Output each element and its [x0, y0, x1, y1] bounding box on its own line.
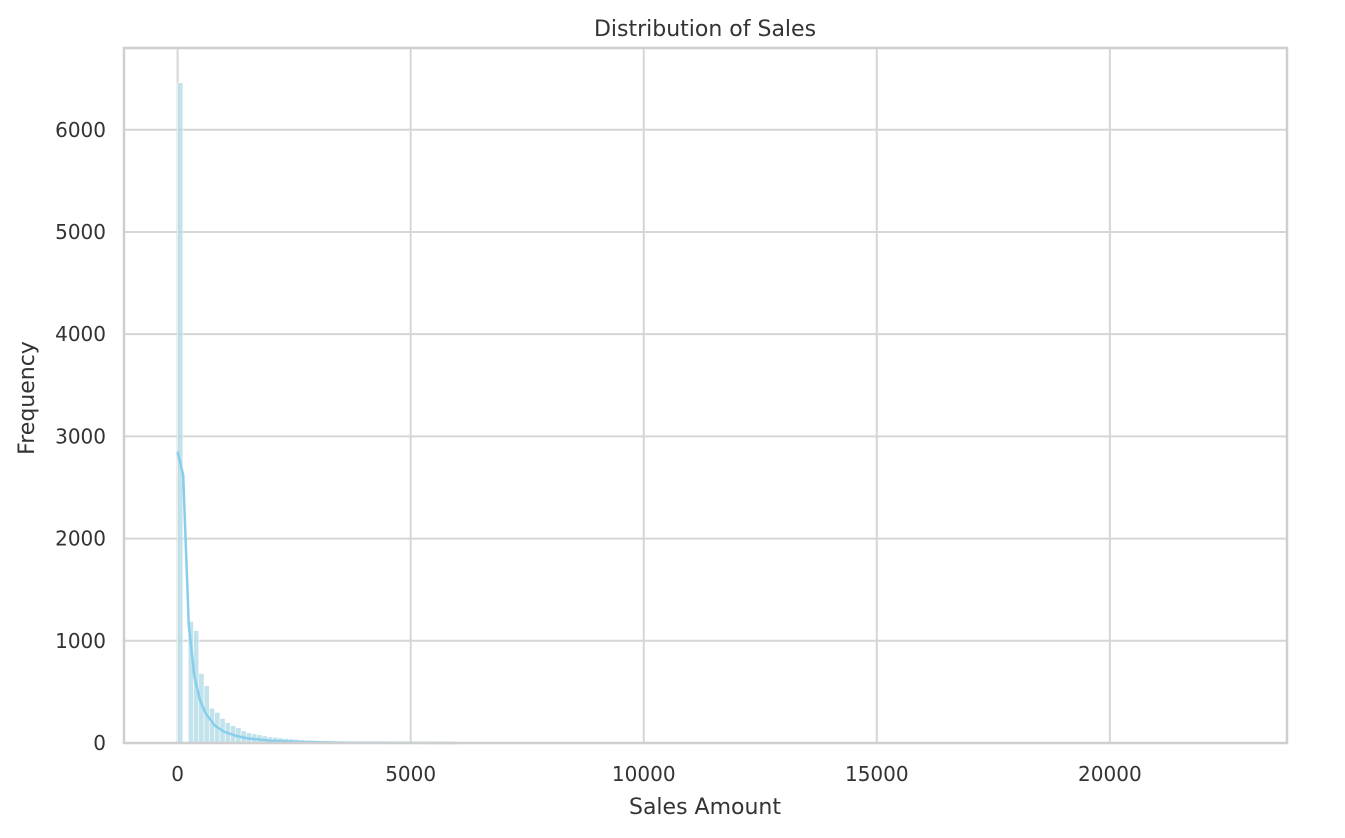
y-tick-label: 2000 — [55, 527, 106, 551]
y-tick-label: 3000 — [55, 424, 106, 448]
y-tick-label: 5000 — [55, 220, 106, 244]
chart-title: Distribution of Sales — [594, 17, 816, 42]
histogram-bar — [177, 82, 184, 744]
y-tick-label: 0 — [93, 731, 106, 755]
y-tick-label: 1000 — [55, 629, 106, 653]
y-axis-label: Frequency — [15, 341, 40, 455]
x-tick-label: 0 — [171, 762, 184, 786]
plot-frame — [122, 46, 1289, 745]
x-tick-label: 5000 — [385, 762, 436, 786]
x-tick-label: 15000 — [845, 762, 909, 786]
x-tick-label: 10000 — [612, 762, 676, 786]
x-tick-labels: 0 5000 10000 15000 20000 — [171, 762, 1141, 786]
y-tick-label: 4000 — [55, 322, 106, 346]
x-tick-label: 20000 — [1078, 762, 1142, 786]
y-gridlines — [124, 128, 1287, 744]
kde-line — [176, 451, 458, 745]
y-tick-labels: 0 1000 2000 3000 4000 5000 6000 — [55, 118, 106, 755]
x-gridlines — [176, 48, 1111, 743]
y-tick-label: 6000 — [55, 118, 106, 142]
x-axis-label: Sales Amount — [629, 795, 781, 820]
histogram-bars — [177, 82, 443, 744]
